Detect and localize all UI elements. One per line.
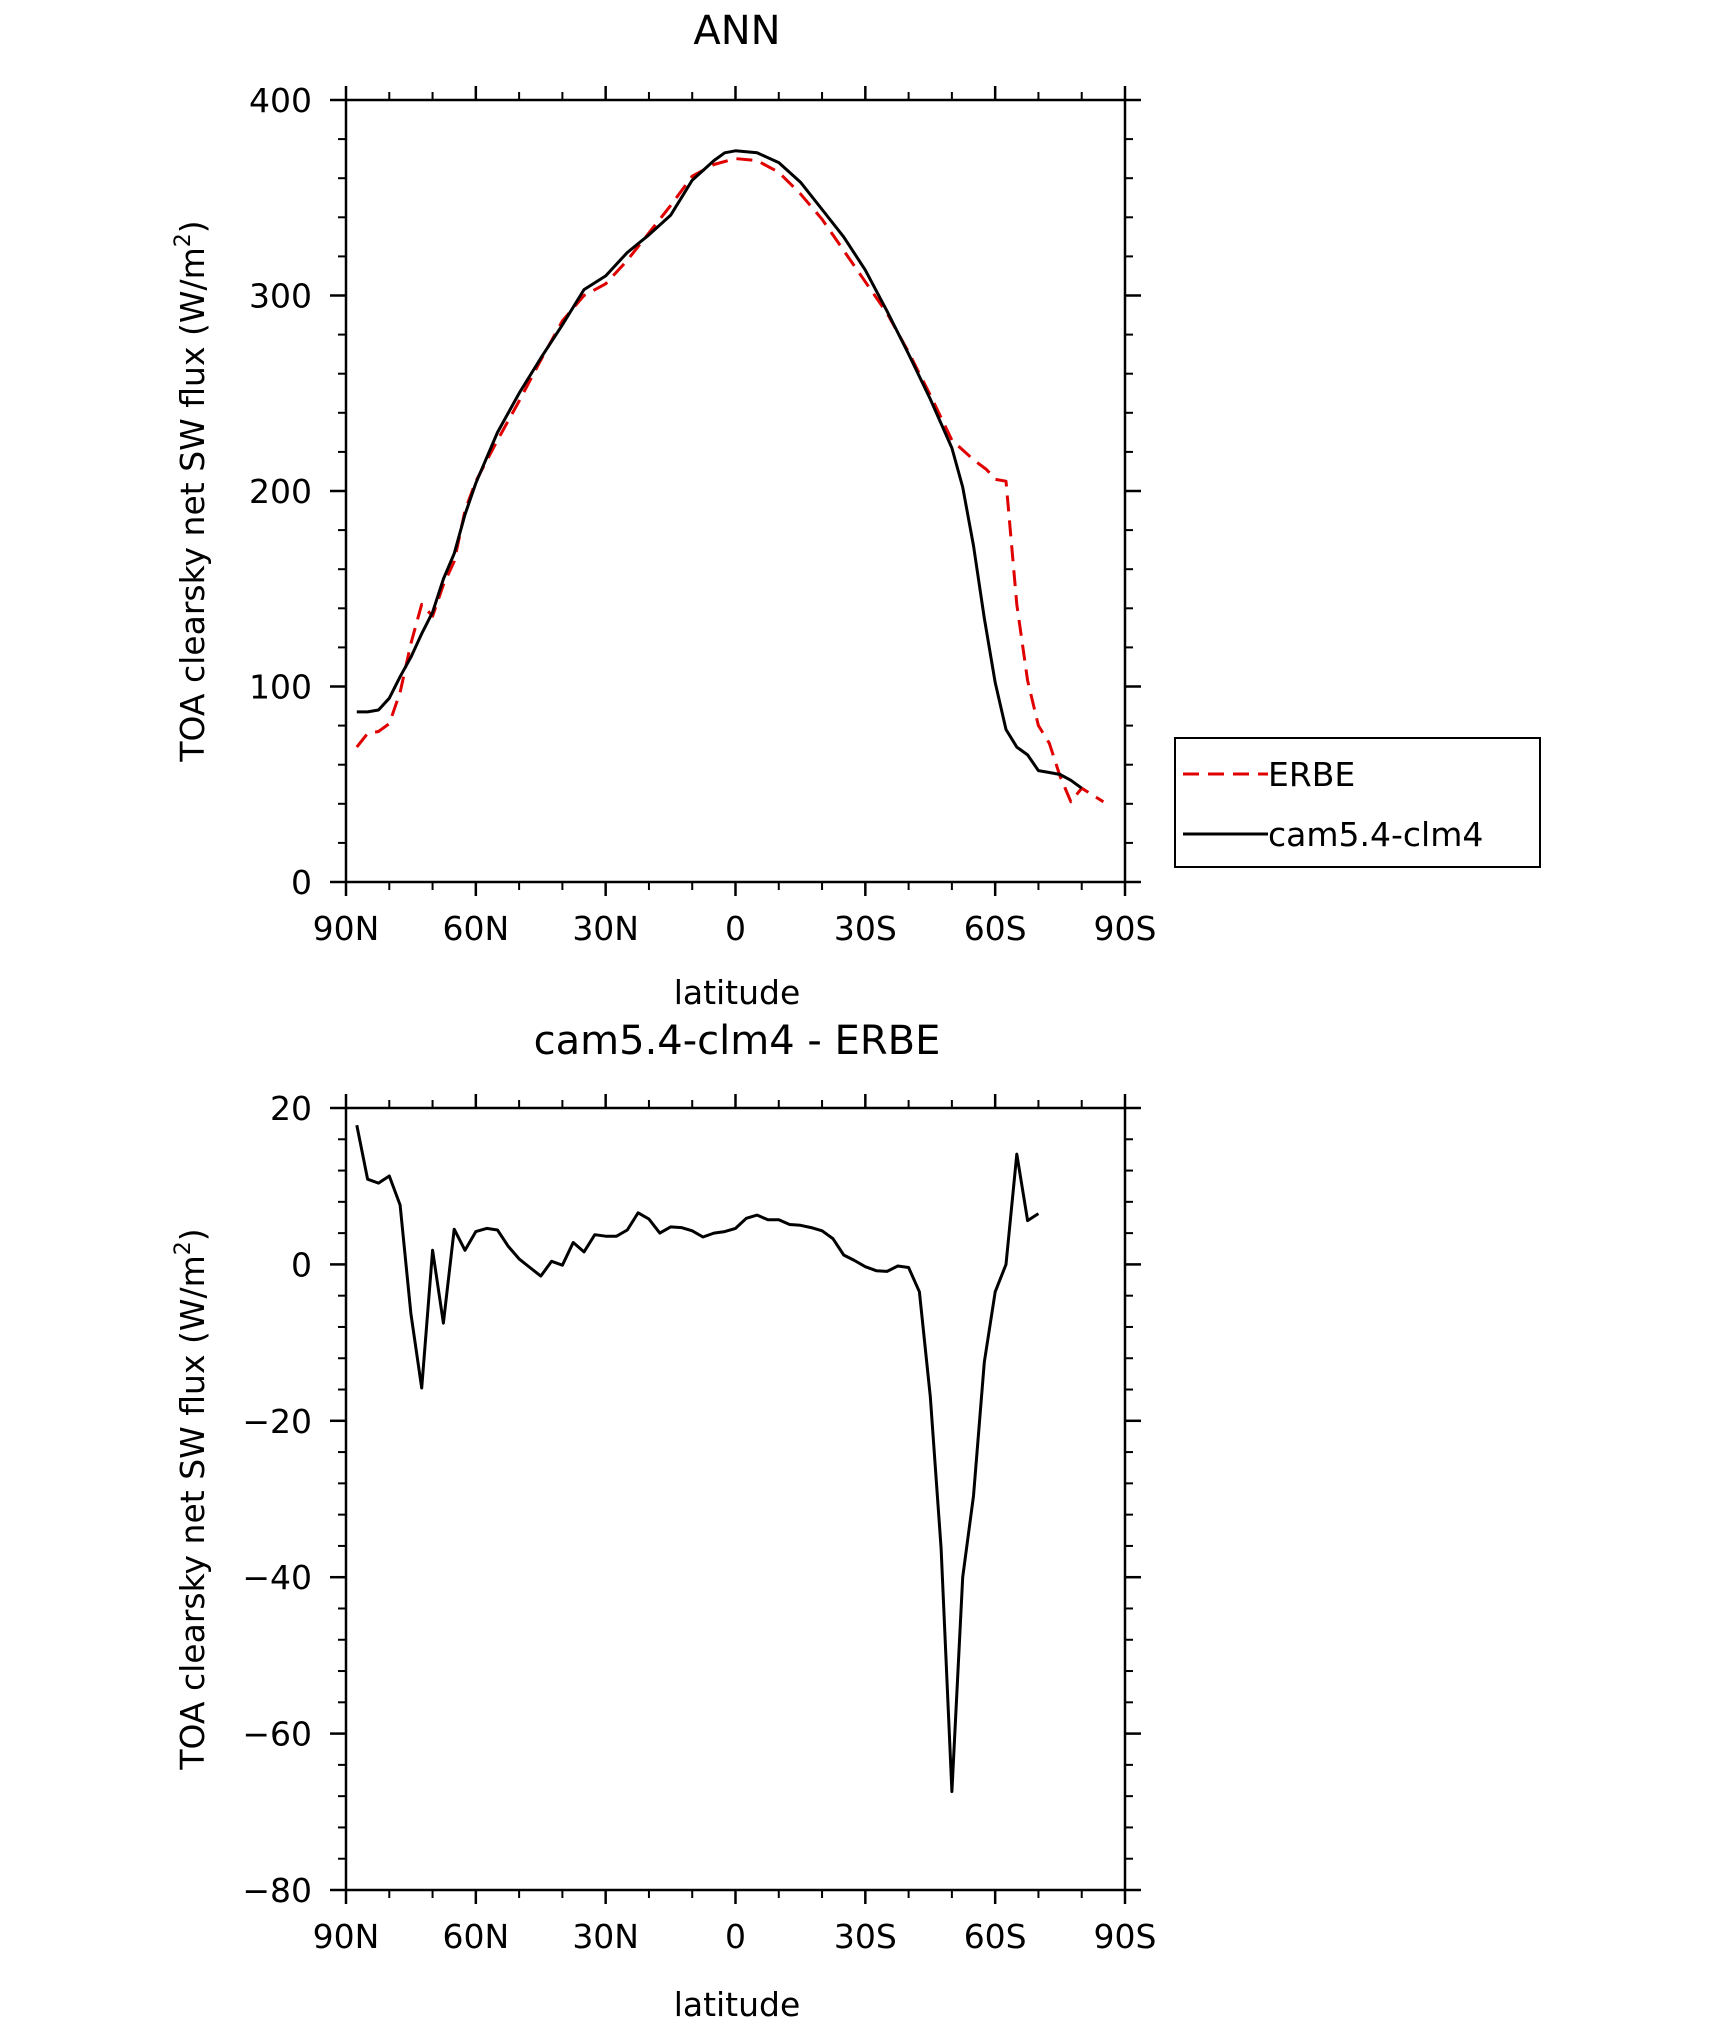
bottom-chart-title: cam5.4-clm4 - ERBE: [534, 1018, 941, 1064]
x-tick-label: 90N: [313, 909, 380, 948]
y-tick-label: 300: [249, 277, 312, 316]
top-series: [355, 149, 1105, 804]
y-tick-label: −40: [242, 1558, 312, 1597]
legend-label-cam: cam5.4-clm4: [1268, 815, 1483, 854]
top-panel: ANN 90N 60N 30N 0 30S 60S 90S 0 100 200 300 400 la…: [171, 8, 1541, 1012]
top-y-tick-labels: 0 100 200 300 400: [249, 81, 312, 902]
y-tick-label: −80: [242, 1871, 312, 1910]
y-tick-label: −60: [242, 1715, 312, 1754]
bottom-ticks: [330, 1094, 1141, 1904]
legend-box: [1174, 737, 1541, 868]
x-tick-label: 30N: [572, 909, 639, 948]
y-tick-label: 100: [249, 668, 312, 707]
series-line-cam5-4-clm4: [356, 149, 1083, 790]
bottom-x-axis-label: latitude: [674, 1985, 801, 2021]
bottom-x-tick-labels: 90N 60N 30N 0 30S 60S 90S: [313, 1917, 1157, 1956]
top-x-axis-label: latitude: [674, 973, 801, 1012]
bottom-plot-frame: [344, 1106, 1127, 1892]
top-chart-title: ANN: [693, 8, 780, 54]
x-tick-label: 60N: [442, 909, 509, 948]
top-y-axis-label-sup: 2: [171, 233, 196, 247]
y-tick-label: 0: [291, 1245, 312, 1284]
top-y-axis-label-main: TOA clearsky net SW flux (W/m: [173, 247, 212, 762]
bottom-y-axis-label-sup: 2: [171, 1241, 196, 1255]
y-tick-label: 200: [249, 472, 312, 511]
x-tick-label: 60S: [964, 1917, 1027, 1956]
top-ticks: [330, 86, 1141, 896]
x-tick-label: 30S: [834, 909, 897, 948]
x-tick-label: 0: [725, 1917, 746, 1956]
y-tick-label: 400: [249, 81, 312, 120]
series-line-difference: [355, 1124, 1040, 1793]
x-tick-label: 90S: [1094, 1917, 1157, 1956]
y-tick-label: 0: [291, 863, 312, 902]
legend-label-erbe: ERBE: [1268, 755, 1355, 794]
top-y-axis-label: TOA clearsky net SW flux (W/m2): [171, 220, 212, 762]
bottom-y-axis-label-end: ): [173, 1228, 212, 1241]
bottom-y-tick-labels: −80 −60 −40 −20 0 20: [242, 1089, 312, 1910]
x-tick-label: 90S: [1094, 909, 1157, 948]
bottom-series: [355, 1124, 1040, 1793]
top-x-tick-labels: 90N 60N 30N 0 30S 60S 90S: [313, 909, 1157, 948]
legend: ERBE cam5.4-clm4: [1174, 737, 1541, 868]
y-tick-label: 20: [270, 1089, 312, 1128]
y-tick-label: −20: [242, 1402, 312, 1441]
x-tick-label: 30N: [572, 1917, 639, 1956]
x-tick-label: 60N: [442, 1917, 509, 1956]
top-y-axis-label-end: ): [173, 220, 212, 233]
x-tick-label: 0: [725, 909, 746, 948]
bottom-panel: cam5.4-clm4 - ERBE 90N 60N 30N 0 30S 60S 90S −…: [171, 1018, 1156, 2021]
top-plot-frame: [344, 98, 1127, 884]
bottom-y-axis-label-main: TOA clearsky net SW flux (W/m: [173, 1255, 212, 1770]
x-tick-label: 30S: [834, 1917, 897, 1956]
x-tick-label: 60S: [964, 909, 1027, 948]
series-line-erbe: [355, 157, 1105, 804]
x-tick-label: 90N: [313, 1917, 380, 1956]
bottom-y-axis-label: TOA clearsky net SW flux (W/m2): [171, 1228, 212, 1770]
